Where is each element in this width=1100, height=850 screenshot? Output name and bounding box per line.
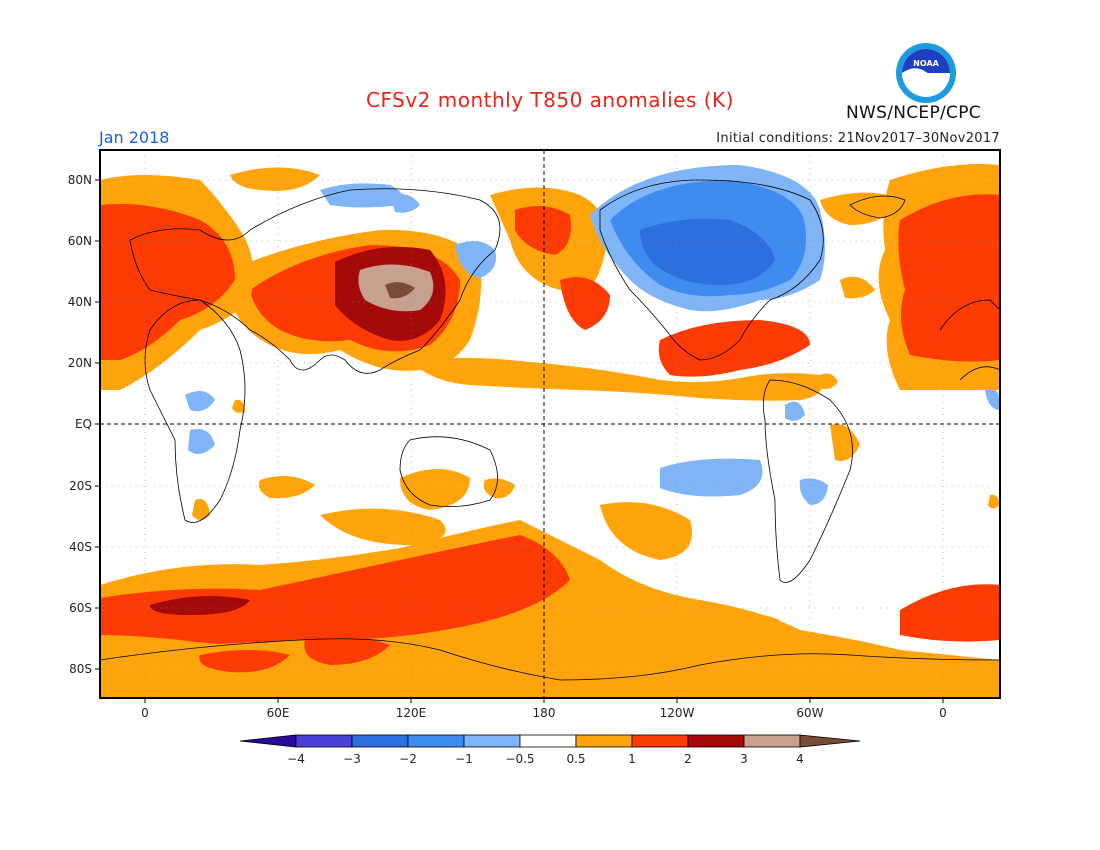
logo-text: NOAA	[913, 59, 939, 68]
colorbar-cell	[407, 734, 465, 748]
lon-label: 0	[939, 706, 947, 720]
lat-label: 20S	[69, 479, 92, 493]
coastlines	[100, 179, 1000, 681]
colorbar-tick: 0.5	[566, 752, 585, 766]
colorbar-cell	[239, 734, 297, 748]
lon-label: 60W	[796, 706, 823, 720]
colorbar-tick: −3	[343, 752, 361, 766]
colorbar-cell	[351, 734, 409, 748]
forecast-period: Jan 2018	[99, 128, 170, 147]
lat-label: 40S	[69, 540, 92, 554]
lat-label: 40N	[68, 295, 92, 309]
colorbar-cell	[799, 734, 861, 748]
colorbar-cell	[575, 734, 633, 748]
colorbar-cell	[743, 734, 801, 748]
lon-label: 120W	[660, 706, 695, 720]
warm-region-southern-strong	[100, 535, 570, 645]
graticule	[100, 150, 1000, 698]
colorbar-cell	[295, 734, 353, 748]
agency-label: NWS/NCEP/CPC	[846, 103, 981, 123]
lat-label: 80N	[68, 173, 92, 187]
colorbar-tick: −4	[287, 752, 305, 766]
colorbar-tick: −2	[399, 752, 417, 766]
colorbar-cell	[463, 734, 521, 748]
colorbar-cell	[631, 734, 689, 748]
lat-label: EQ	[75, 417, 92, 431]
equator-dateline	[100, 150, 1000, 698]
cold-region-south-pacific	[660, 458, 763, 497]
initial-conditions: Initial conditions: 21Nov2017–30Nov2017	[716, 131, 1000, 146]
lon-label: 180	[533, 706, 556, 720]
map-title: CFSv2 monthly T850 anomalies (K)	[366, 88, 734, 112]
lat-label: 60N	[68, 234, 92, 248]
lat-label: 80S	[69, 662, 92, 676]
colorbar-tick: 1	[628, 752, 636, 766]
colorbar-tick: 2	[684, 752, 692, 766]
colorbar-legend: −4 −3 −2 −1 −0.5 0.5 1 2 3 4	[239, 734, 861, 766]
colorbar-cell	[519, 734, 577, 748]
noaa-logo: NOAA	[896, 43, 956, 103]
colorbar-tick: 4	[796, 752, 804, 766]
axis-ticks	[95, 179, 944, 703]
lon-label: 60E	[267, 706, 290, 720]
lat-label: 60S	[69, 601, 92, 615]
warm-region-southern-peak	[150, 596, 250, 615]
lat-label: 20N	[68, 356, 92, 370]
colorbar-cell	[687, 734, 745, 748]
lon-label: 120E	[396, 706, 427, 720]
colorbar-tick: −0.5	[505, 752, 534, 766]
lon-label: 0	[141, 706, 149, 720]
colorbar-tick: 3	[740, 752, 748, 766]
colorbar-tick: −1	[455, 752, 473, 766]
